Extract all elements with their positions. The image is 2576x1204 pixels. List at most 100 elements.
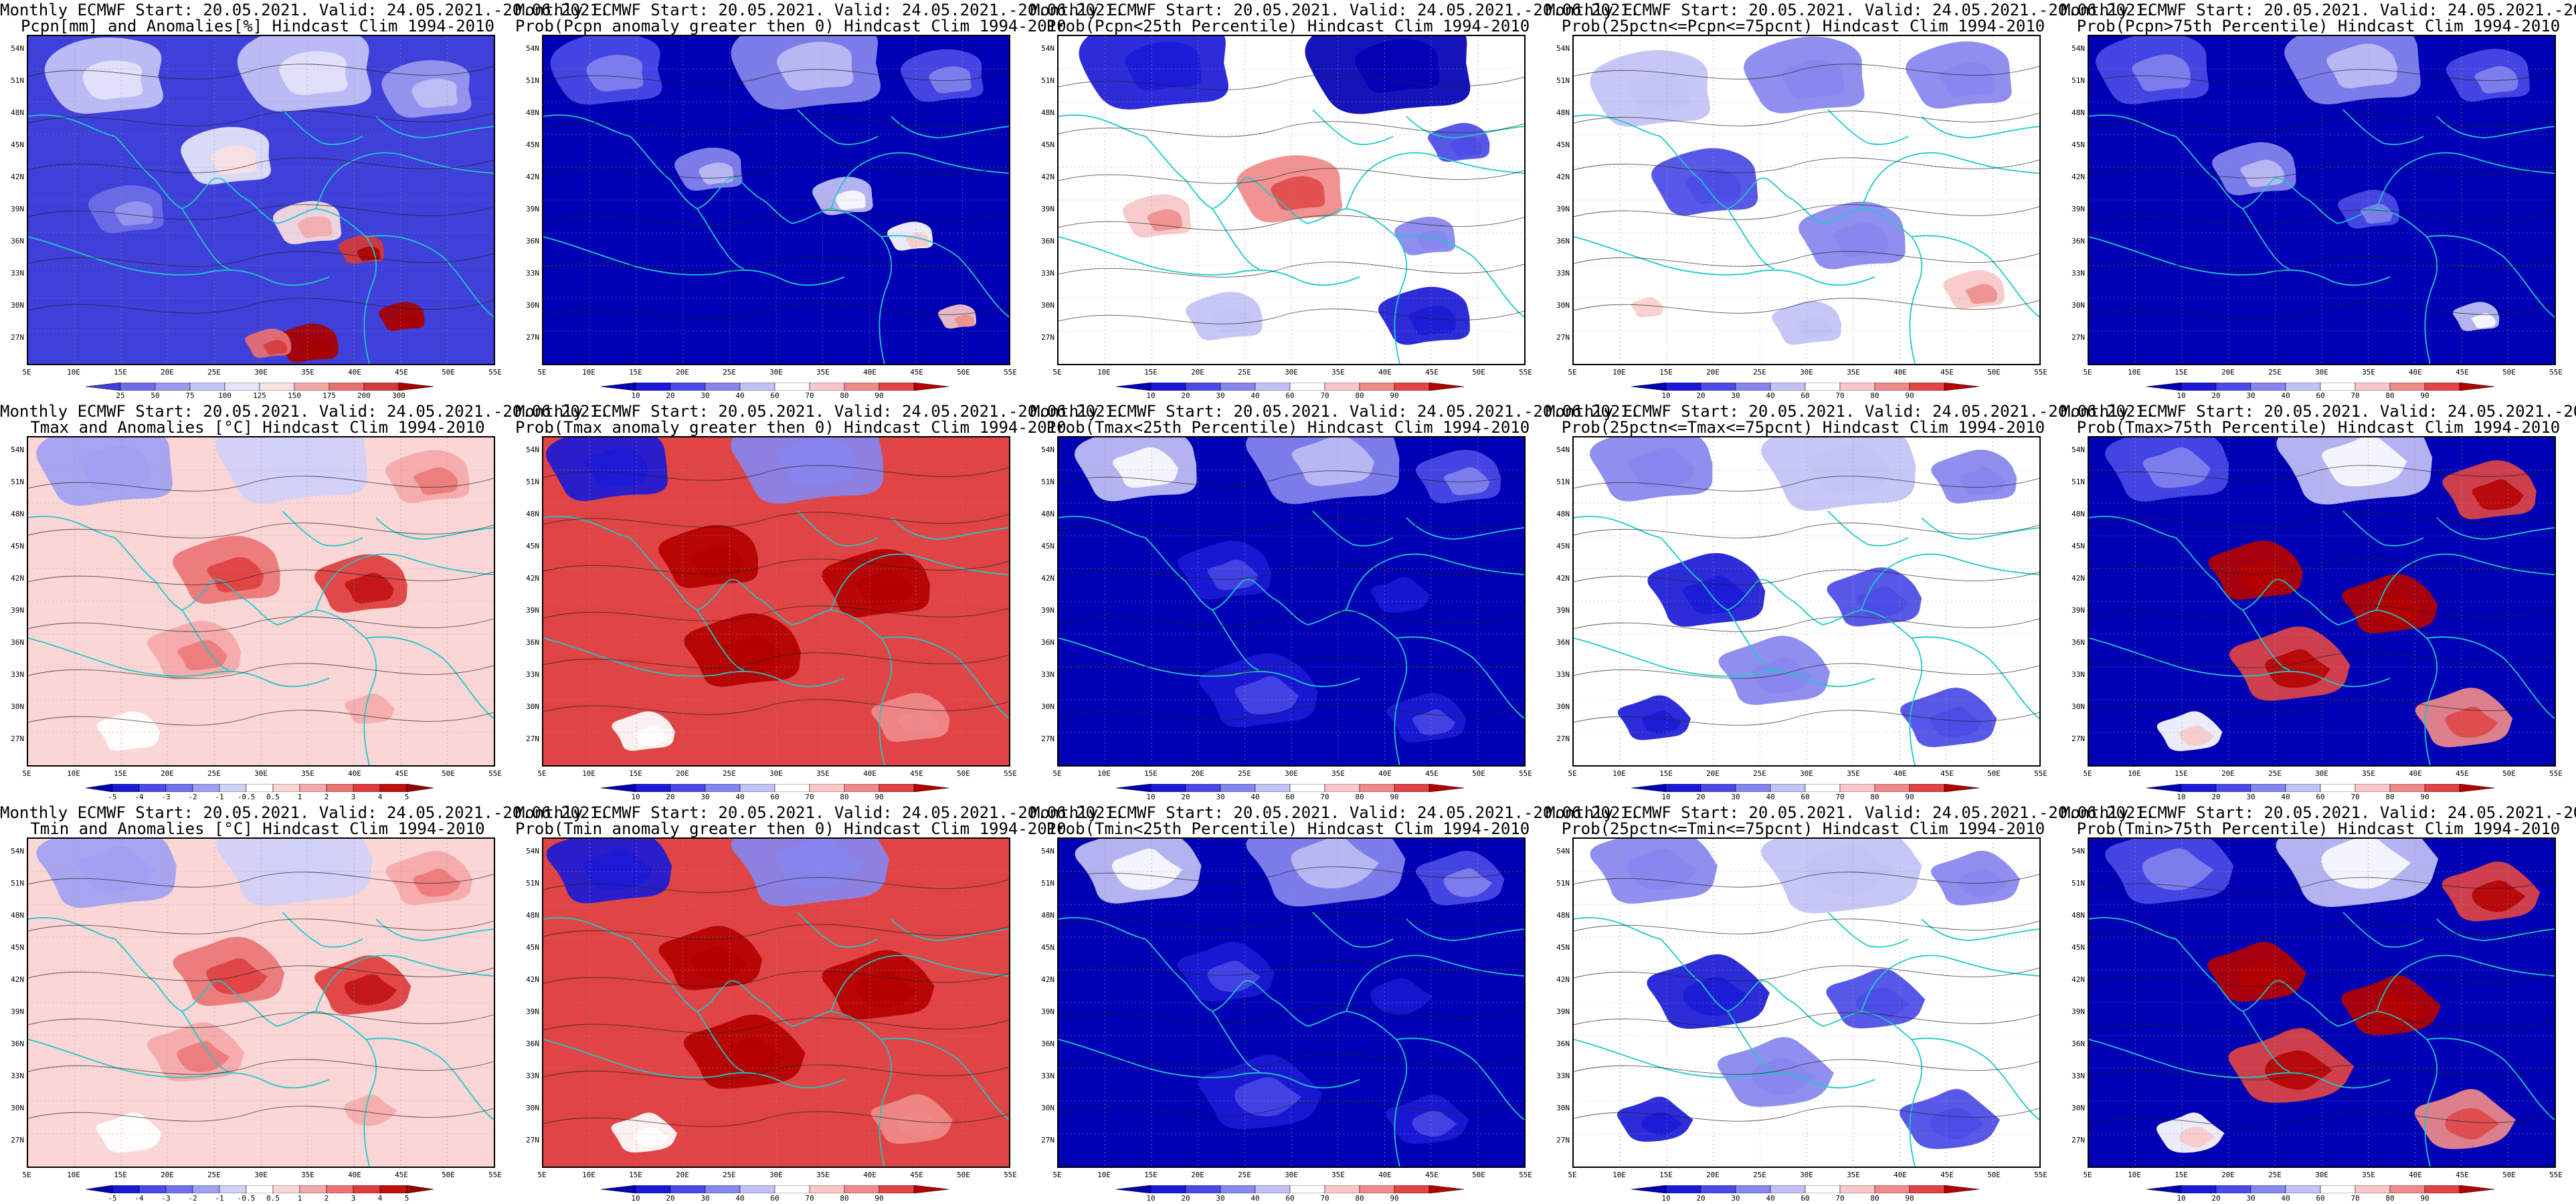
- forecast-panel-p24: Monthly ECMWF Start: 20.05.2021. Valid: …: [1546, 401, 2154, 803]
- longitude-label: 20E: [676, 368, 689, 377]
- colorbar-swatch: [1770, 784, 1806, 792]
- shaded-region-core: [1416, 230, 1449, 251]
- contour-line: [543, 116, 1009, 132]
- latitude-label: 30N: [2072, 301, 2085, 310]
- colorbar-swatch: [774, 1185, 810, 1193]
- contour-line: [28, 1106, 494, 1122]
- longitude-label: 35E: [301, 1171, 314, 1179]
- colorbar-swatch: [809, 784, 845, 792]
- coastline: [543, 917, 893, 1167]
- colorbar-swatch: [2215, 1185, 2251, 1193]
- longitude-label: 30E: [254, 1171, 268, 1179]
- shaded-region-core: [1125, 41, 1202, 91]
- latitude-label: 30N: [11, 301, 24, 310]
- longitude-label: 30E: [769, 769, 783, 778]
- colorbar-label: 50: [151, 391, 160, 400]
- longitude-label: 55E: [2549, 368, 2563, 377]
- coastline: [1574, 1039, 1875, 1089]
- shaded-region-core: [2322, 437, 2407, 487]
- latitude-label: 27N: [526, 734, 539, 743]
- latitude-label: 36N: [1556, 237, 1570, 245]
- colorbar-label: -5: [108, 793, 117, 801]
- longitude-label: 25E: [1238, 769, 1251, 778]
- latitude-label: 36N: [2072, 1039, 2085, 1048]
- longitude-label: 10E: [67, 769, 80, 778]
- latitude-label: 42N: [2072, 975, 2085, 984]
- colorbar-label: 90: [1390, 1194, 1399, 1203]
- colorbar-swatch: [879, 1185, 915, 1193]
- longitude-label: 25E: [1753, 368, 1766, 377]
- colorbar-label: 80: [840, 391, 849, 400]
- contour-line: [28, 476, 494, 492]
- colorbar-label: 10: [1146, 1194, 1156, 1203]
- coastline: [1396, 1037, 1524, 1120]
- latitude-label: 42N: [526, 574, 539, 583]
- latitude-label: 51N: [1041, 76, 1054, 85]
- latitude-label: 30N: [1041, 1104, 1054, 1112]
- colorbar-label: 10: [1661, 391, 1671, 400]
- panel-header-line: Monthly ECMWF Start: 20.05.2021. Valid: …: [0, 1, 610, 19]
- contour-line: [28, 1012, 494, 1028]
- colorbar-swatch: [1735, 383, 1771, 391]
- panel-header-line: Monthly ECMWF Start: 20.05.2021. Valid: …: [1030, 803, 1640, 822]
- coastline: [1346, 955, 1524, 1012]
- colorbar-swatch: [913, 1185, 949, 1193]
- contour-line: [1574, 616, 2039, 632]
- latitude-label: 54N: [1041, 44, 1054, 53]
- panel-subtitle: Prob(Tmin anomaly greater then 0) Hindca…: [515, 819, 1067, 838]
- colorbar-swatch: [112, 784, 140, 792]
- shaded-region-core: [634, 725, 668, 746]
- shaded-region-core: [954, 314, 974, 327]
- longitude-label: 35E: [816, 368, 830, 377]
- shaded-region-core: [1208, 559, 1259, 591]
- latitude-label: 27N: [1041, 333, 1054, 342]
- colorbar-swatch: [2424, 1185, 2460, 1193]
- latitude-label: 45N: [1041, 140, 1054, 149]
- colorbar-label: 70: [1320, 1194, 1329, 1203]
- contour-line: [1574, 522, 2039, 538]
- coastline: [365, 636, 494, 719]
- shaded-field-map: [28, 36, 494, 364]
- latitude-label: 27N: [526, 1136, 539, 1144]
- forecast-panel-p12: Monthly ECMWF Start: 20.05.2021. Valid: …: [515, 0, 1124, 401]
- coastline: [891, 116, 1009, 138]
- shaded-region-core: [583, 848, 653, 890]
- shaded-region-core: [357, 246, 381, 262]
- latitude-label: 27N: [11, 1136, 24, 1144]
- colorbar-label: 30: [701, 1194, 710, 1203]
- longitude-label: 10E: [1613, 1171, 1626, 1179]
- panel-subtitle: Prob(Pcpn<25th Percentile) Hindcast Clim…: [1046, 17, 1530, 35]
- shaded-region-core: [1628, 73, 1690, 113]
- colorbar-label: 10: [2177, 793, 2186, 801]
- colorbar-swatch: [1735, 784, 1771, 792]
- shaded-region-core: [1965, 284, 1998, 304]
- colorbar-swatch: [1220, 1185, 1256, 1193]
- longitude-label: 55E: [1519, 1171, 1532, 1179]
- longitude-label: 45E: [2456, 368, 2469, 377]
- latitude-label: 48N: [2072, 108, 2085, 117]
- colorbar-swatch: [1150, 383, 1186, 391]
- longitude-label: 45E: [395, 368, 408, 377]
- latitude-label: 36N: [1556, 638, 1570, 647]
- longitude-label: 45E: [1940, 1171, 1954, 1179]
- longitude-label: 10E: [67, 368, 80, 377]
- colorbar-swatch: [1324, 383, 1360, 391]
- colorbar-swatch: [844, 1185, 880, 1193]
- colorbar-swatch: [2250, 383, 2286, 391]
- longitude-label: 55E: [2034, 1171, 2047, 1179]
- colorbar-swatch: [353, 784, 381, 792]
- colorbar-label: -0.5: [237, 793, 256, 801]
- panel-header-line: Monthly ECMWF Start: 20.05.2021. Valid: …: [2061, 803, 2576, 822]
- colorbar: [601, 1185, 949, 1193]
- longitude-label: 20E: [161, 368, 174, 377]
- latitude-label: 48N: [1041, 108, 1054, 117]
- latitude-label: 30N: [1041, 301, 1054, 310]
- colorbar-label: 5: [404, 793, 409, 801]
- contour-line: [543, 699, 1009, 715]
- coastline: [315, 955, 494, 1012]
- contour-line: [1059, 704, 1524, 720]
- longitude-label: 50E: [1987, 368, 2001, 377]
- coastline: [28, 637, 330, 688]
- colorbar-label: 30: [701, 793, 710, 801]
- colorbar-swatch: [2285, 383, 2321, 391]
